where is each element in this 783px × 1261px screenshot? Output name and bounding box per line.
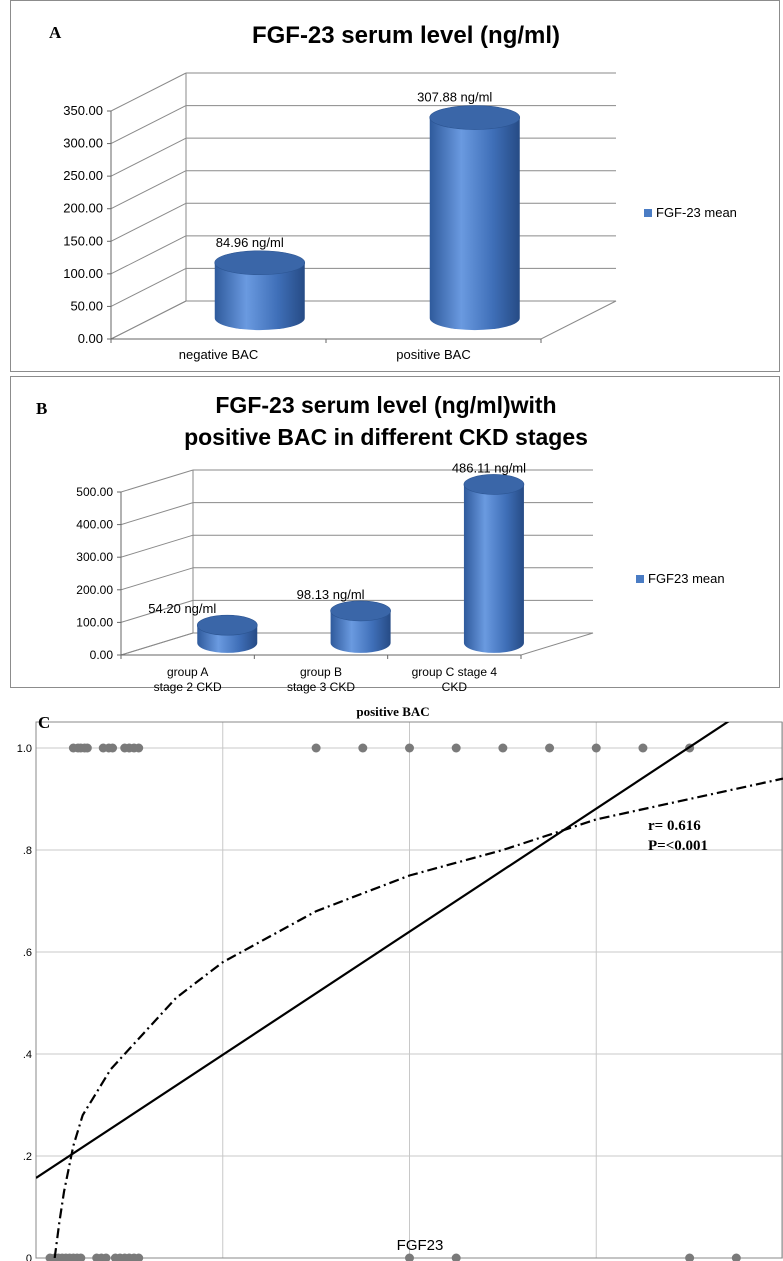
data-point <box>358 743 368 753</box>
bar-cylinder-body <box>214 262 305 331</box>
chart-a-svg: 0.00 50.00 100.00 150.00 200.00 250.00 300.00 3… <box>49 22 737 362</box>
data-point <box>451 743 461 753</box>
bar-cylinder-body <box>429 117 520 331</box>
gridline-side <box>120 567 194 591</box>
y-tick-label: 1.0 <box>17 743 32 755</box>
gridline-side <box>110 105 187 145</box>
x-tick-label: stage 2 CKD <box>154 680 222 694</box>
gridline-side <box>120 599 194 623</box>
data-label: 98.13 ng/ml <box>297 587 365 602</box>
y-tick-label: 200.00 <box>76 583 113 597</box>
gridline-side <box>110 202 187 242</box>
chart-c-svg: 02004006008000.2.4.6.81.0r= 0.616P=<0.00… <box>17 704 783 1261</box>
y-tick-label: 100.00 <box>63 266 103 281</box>
data-point <box>451 1253 461 1261</box>
data-point <box>545 743 555 753</box>
x-tick-label: positive BAC <box>396 347 470 362</box>
data-label: 54.20 ng/ml <box>148 601 216 616</box>
y-tick-label: 350.00 <box>63 103 103 118</box>
data-point <box>498 743 508 753</box>
x-tick-label: stage 3 CKD <box>287 680 355 694</box>
log-fit-line <box>53 777 783 1258</box>
data-label: 486.11 ng/ml <box>452 460 526 475</box>
bar-cylinder-top <box>429 105 521 130</box>
x-axis-title: FGF23 <box>397 1237 444 1254</box>
y-tick-label: 100.00 <box>76 615 113 629</box>
data-point <box>405 1253 414 1261</box>
y-tick-label: 400.00 <box>76 518 113 532</box>
data-point <box>82 743 92 753</box>
data-point <box>731 1253 741 1261</box>
y-tick-label: 200.00 <box>63 201 103 216</box>
y-tick-label: .8 <box>23 845 32 857</box>
bar-cylinder-top <box>463 474 525 495</box>
annotation-r: r= 0.616 <box>648 818 701 834</box>
bar-cylinder-top <box>330 600 391 622</box>
x-tick-label: group C stage 4 <box>412 665 498 679</box>
y-tick-label: 0.00 <box>90 648 114 662</box>
gridline-side <box>110 137 187 177</box>
y-tick-label: 500.00 <box>76 485 113 499</box>
x-tick-label: group B <box>300 665 342 679</box>
gridline-side <box>110 235 187 275</box>
y-tick-label: .2 <box>23 1151 32 1163</box>
y-tick-label: .6 <box>23 947 32 959</box>
data-point <box>638 743 648 753</box>
data-point <box>311 743 321 753</box>
x-tick-label: group A <box>167 665 208 679</box>
chart-panel-a: 0.00 50.00 100.00 150.00 200.00 250.00 300.00 3… <box>10 0 780 372</box>
x-tick-label: CKD <box>442 680 468 694</box>
bar-cylinder-top <box>214 250 306 276</box>
gridline-side <box>110 267 187 307</box>
chart-floor <box>110 300 617 340</box>
y-tick-label: 0.00 <box>78 331 103 346</box>
y-tick-label: .4 <box>23 1049 32 1061</box>
chart-title: positive BAC in different CKD stages <box>184 424 588 450</box>
gridline-side <box>120 534 194 558</box>
chart-title: FGF-23 serum level (ng/ml)with <box>215 392 556 418</box>
gridline-side <box>110 72 187 112</box>
data-point <box>591 743 601 753</box>
bar-cylinder-body <box>330 610 391 653</box>
y-tick-label: 300.00 <box>63 136 103 151</box>
data-point <box>76 1253 86 1261</box>
legend-label: FGF23 mean <box>648 571 725 586</box>
chart-panel-c: 02004006008000.2.4.6.81.0r= 0.616P=<0.00… <box>0 692 783 1261</box>
data-point <box>685 1253 695 1261</box>
y-tick-label: 300.00 <box>76 550 113 564</box>
legend-swatch <box>644 209 652 217</box>
x-tick-label: negative BAC <box>179 347 259 362</box>
data-label: 84.96 ng/ml <box>216 235 284 250</box>
chart-title: FGF-23 serum level (ng/ml) <box>252 22 560 49</box>
bar-cylinder-body <box>463 484 524 653</box>
y-tick-label: 150.00 <box>63 233 103 248</box>
gridline-side <box>110 170 187 210</box>
panel-letter: B <box>36 399 47 418</box>
y-tick-label: 250.00 <box>63 168 103 183</box>
data-point <box>101 1253 111 1261</box>
annotation-p: P=<0.001 <box>648 838 708 854</box>
data-point <box>134 1253 144 1261</box>
panel-letter: A <box>49 23 62 42</box>
chart-b-svg: 0.00 100.00 200.00 300.00 400.00 500.00 54.20 … <box>36 392 725 694</box>
data-label: 307.88 ng/ml <box>417 90 492 105</box>
data-point <box>108 743 118 753</box>
legend-label: FGF-23 mean <box>656 205 737 220</box>
linear-fit-line <box>36 722 730 1179</box>
bar-cylinder-top <box>196 614 258 636</box>
data-point <box>405 743 414 753</box>
legend-swatch <box>636 575 644 583</box>
gridline-side <box>120 502 194 526</box>
gridline-side <box>120 469 194 493</box>
chart-panel-b: 0.00 100.00 200.00 300.00 400.00 500.00 54.20 … <box>10 376 780 694</box>
data-point <box>134 743 144 753</box>
y-tick-label: 50.00 <box>70 298 103 313</box>
y-tick-label: 0 <box>26 1253 32 1261</box>
chart-title: positive BAC <box>356 704 429 719</box>
panel-letter: C <box>38 713 50 732</box>
